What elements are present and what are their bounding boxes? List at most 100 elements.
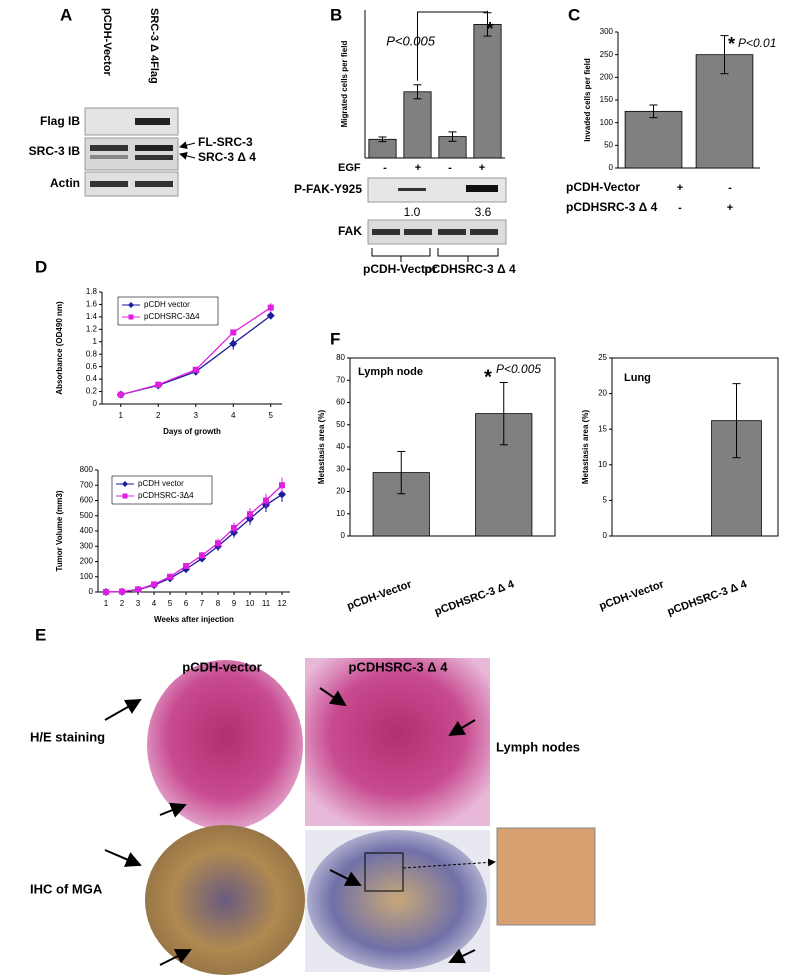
y-tick-label: 50 [336, 420, 345, 429]
y-tick-label: 0 [609, 163, 614, 172]
y-tick-label: 50 [604, 140, 613, 149]
legend-marker [122, 481, 128, 487]
marker [229, 339, 238, 348]
y-tick-label: 15 [598, 424, 607, 433]
chart-title: Lymph node [358, 366, 423, 378]
x-tick-label: 3 [136, 599, 141, 608]
y-tick-label: 150 [600, 95, 614, 104]
panel-letter: A [60, 5, 72, 24]
y-tick-label: 0 [603, 531, 608, 540]
x-tick-label: 9 [232, 599, 237, 608]
ratio: 3.6 [475, 205, 492, 219]
band-label: FL-SRC-3 [198, 135, 253, 149]
sign: - [728, 182, 732, 194]
row-label: Flag IB [40, 114, 80, 128]
blot-a [84, 107, 196, 197]
y-tick-label: 0.4 [86, 374, 98, 383]
column-label: pCDHSRC-3 Δ 4 [349, 659, 449, 674]
y-axis-label: Invaded cells per field [583, 58, 592, 142]
annotation: P<0.005 [386, 33, 436, 48]
group-label: pCDH-Vector [363, 262, 437, 276]
y-axis-label: Tumor Volume (mm3) [55, 490, 64, 571]
x-tick-label: 1 [104, 599, 109, 608]
y-tick-label: 300 [600, 27, 614, 36]
marker [279, 482, 285, 489]
marker [183, 563, 189, 570]
row-label: pCDH-Vector [566, 180, 640, 194]
row-label: pCDHSRC-3 Δ 4 [566, 200, 658, 214]
marker [151, 581, 157, 588]
y-tick-label: 25 [598, 353, 607, 362]
legend-label: pCDHSRC-3Δ4 [144, 312, 200, 321]
bar [403, 91, 432, 159]
y-tick-label: 1 [93, 337, 98, 346]
row-label: H/E staining [30, 729, 105, 744]
y-tick-label: 400 [80, 526, 94, 535]
treatment-sign: - [448, 162, 452, 174]
annotation: * [484, 366, 492, 388]
bar [624, 110, 683, 169]
group-label: pCDHSRC-3 Δ 4 [424, 262, 516, 276]
annotation: P<0.005 [496, 362, 541, 376]
x-tick-label: 4 [231, 411, 236, 420]
y-tick-label: 300 [80, 541, 94, 550]
treatment-sign: - [383, 162, 387, 174]
x-tick-label: 1 [119, 411, 124, 420]
legend-label: pCDH vector [138, 479, 184, 488]
column-label: pCDH-vector [182, 659, 261, 674]
y-tick-label: 600 [80, 496, 94, 505]
legend-marker [128, 302, 134, 308]
y-tick-label: 60 [336, 398, 345, 407]
y-tick-label: 200 [600, 72, 614, 81]
sign: + [677, 182, 683, 194]
marker [117, 391, 124, 398]
marker [266, 311, 275, 320]
x-tick-label: 12 [278, 599, 287, 608]
x-tick-label: pCDH-Vector [345, 578, 414, 613]
x-tick-label: pCDHSRC-3 Δ 4 [433, 578, 517, 618]
legend-label: pCDH vector [144, 300, 190, 309]
y-tick-label: 80 [336, 353, 345, 362]
y-tick-label: 1.8 [86, 287, 98, 296]
marker [230, 329, 237, 336]
x-tick-label: 2 [120, 599, 125, 608]
marker [103, 589, 109, 595]
y-axis-label: Metastasis area (%) [317, 410, 326, 485]
annotation: Lymph nodes [496, 739, 580, 754]
bar [473, 24, 502, 159]
y-tick-label: 40 [336, 442, 345, 451]
significance-bracket [417, 10, 488, 81]
marker [278, 490, 286, 499]
marker [263, 497, 269, 504]
y-tick-label: 0 [89, 587, 94, 596]
y-axis-label: Migrated cells per field [340, 41, 349, 128]
treatment-label: EGF [338, 162, 361, 174]
x-tick-label: 4 [152, 599, 157, 608]
panel-letter: D [35, 257, 47, 276]
row-label: Actin [50, 176, 80, 190]
marker [267, 304, 274, 311]
legend-box [111, 475, 213, 505]
y-tick-label: 30 [336, 464, 345, 473]
x-tick-label: 5 [269, 411, 274, 420]
y-tick-label: 0.6 [86, 362, 98, 371]
y-tick-label: 0 [341, 531, 346, 540]
y-tick-label: 500 [80, 511, 94, 520]
y-tick-label: 0.2 [86, 387, 98, 396]
y-tick-label: 0.8 [86, 349, 98, 358]
row-label: IHC of MGA [30, 881, 103, 896]
x-axis-label: Weeks after injection [154, 615, 234, 624]
chart-title: Lung [624, 372, 651, 384]
x-tick-label: pCDHSRC-3 Δ 4 [666, 578, 750, 618]
y-axis-label: Metastasis area (%) [581, 410, 590, 485]
y-tick-label: 1.6 [86, 300, 98, 309]
marker [192, 366, 199, 373]
y-tick-label: 10 [598, 460, 607, 469]
x-tick-label: 10 [246, 599, 255, 608]
marker [155, 381, 162, 388]
y-tick-label: 20 [598, 389, 607, 398]
y-axis-label: Absorbance (OD490 nm) [55, 301, 64, 395]
panel-letter: F [330, 329, 340, 348]
y-tick-label: 70 [336, 375, 345, 384]
